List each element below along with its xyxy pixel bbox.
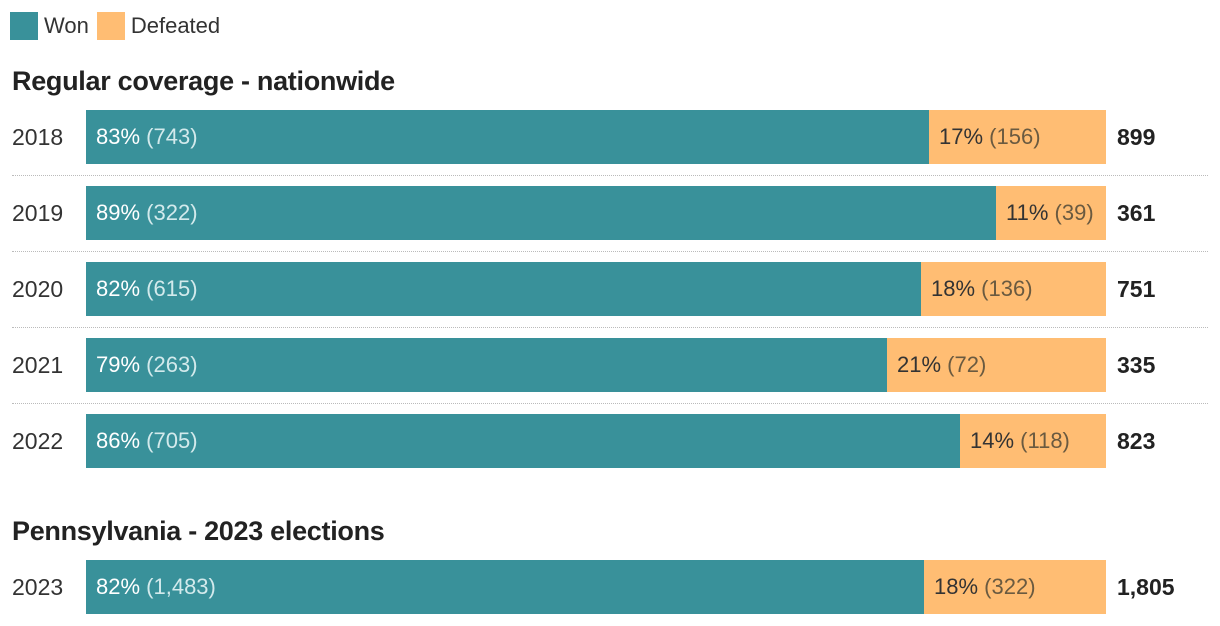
row-divider — [12, 175, 1208, 176]
bar-defeated: 18% (136) — [921, 262, 1106, 316]
bar-won: 83% (743) — [86, 110, 929, 164]
legend-label-won: Won — [44, 13, 89, 38]
data-label-percent: 79% — [96, 352, 147, 377]
bar-won: 82% (615) — [86, 262, 921, 316]
data-label-count: (39) — [1054, 200, 1094, 225]
total-label: 335 — [1117, 352, 1156, 378]
bar-defeated: 11% (39) — [996, 186, 1106, 240]
bar-won: 79% (263) — [86, 338, 887, 392]
legend-swatch-defeated — [96, 12, 125, 40]
data-label-percent: 17% — [939, 124, 990, 149]
data-label-count: (72) — [947, 352, 987, 377]
data-label-count: (1,483) — [146, 574, 216, 599]
row-divider — [12, 327, 1208, 328]
row-divider — [12, 251, 1208, 252]
legend-label-defeated: Defeated — [130, 13, 221, 38]
data-label-count: (263) — [146, 352, 198, 377]
data-label-percent: 82% — [96, 276, 147, 301]
legend-item-won: Won — [10, 12, 89, 40]
category-label: 2021 — [12, 352, 64, 378]
data-label-percent: 18% — [931, 276, 982, 301]
category-label: 2019 — [12, 200, 64, 226]
category-label: 2023 — [12, 574, 64, 600]
legend-swatch-won — [10, 12, 38, 40]
data-label-percent: 11% — [1006, 200, 1055, 225]
total-label: 823 — [1117, 428, 1156, 454]
data-label-count: (156) — [989, 124, 1041, 149]
data-label-count: (322) — [146, 200, 198, 225]
section-title: Pennsylvania - 2023 elections — [12, 516, 385, 546]
bar-defeated: 18% (322) — [924, 560, 1106, 614]
data-label-percent: 18% — [934, 574, 985, 599]
bar-defeated: 21% (72) — [887, 338, 1106, 392]
section-title: Regular coverage - nationwide — [12, 66, 395, 96]
total-label: 1,805 — [1117, 574, 1175, 600]
data-label-count: (136) — [981, 276, 1033, 301]
data-label-percent: 86% — [96, 428, 147, 453]
bar-defeated: 14% (118) — [960, 414, 1106, 468]
total-label: 751 — [1117, 276, 1156, 302]
data-label-percent: 89% — [96, 200, 147, 225]
category-label: 2020 — [12, 276, 64, 302]
data-label-count: (322) — [984, 574, 1036, 599]
bar-won: 89% (322) — [86, 186, 996, 240]
data-label-count: (615) — [146, 276, 198, 301]
legend: Won Defeated — [10, 12, 228, 40]
bar-defeated: 17% (156) — [929, 110, 1106, 164]
category-label: 2018 — [12, 124, 64, 150]
data-label-count: (743) — [146, 124, 198, 149]
data-label-percent: 82% — [96, 574, 147, 599]
row-divider — [12, 403, 1208, 404]
category-label: 2022 — [12, 428, 64, 454]
bar-won: 82% (1,483) — [86, 560, 924, 614]
data-label-percent: 21% — [897, 352, 948, 377]
total-label: 899 — [1117, 124, 1156, 150]
data-label-count: (705) — [146, 428, 198, 453]
data-label-percent: 14% — [970, 428, 1021, 453]
legend-item-defeated: Defeated — [96, 12, 221, 40]
bar-won: 86% (705) — [86, 414, 960, 468]
total-label: 361 — [1117, 200, 1156, 226]
data-label-count: (118) — [1020, 428, 1070, 453]
data-label-percent: 83% — [96, 124, 147, 149]
